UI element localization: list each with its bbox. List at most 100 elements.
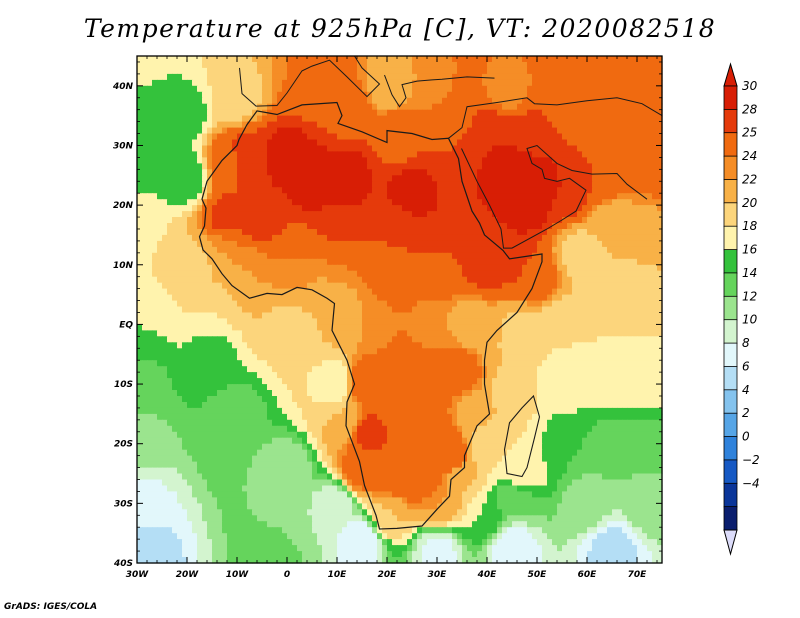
- field-cell: [632, 97, 638, 105]
- field-cell: [317, 306, 323, 314]
- field-cell: [342, 67, 348, 75]
- field-cell: [617, 121, 623, 129]
- field-cell: [287, 330, 293, 337]
- field-cell: [302, 67, 308, 75]
- field-cell: [577, 79, 583, 87]
- field-cell: [232, 139, 238, 147]
- field-cell: [612, 199, 618, 206]
- field-cell: [412, 109, 418, 117]
- field-cell: [657, 330, 663, 337]
- field-cell: [177, 56, 183, 63]
- field-cell: [167, 306, 173, 314]
- field-cell: [177, 62, 183, 69]
- field-cell: [222, 294, 228, 302]
- field-cell: [332, 151, 338, 158]
- field-cell: [562, 211, 568, 218]
- field-cell: [612, 157, 618, 164]
- field-cell: [137, 151, 143, 158]
- field-cell: [657, 109, 663, 117]
- field-cell: [507, 306, 513, 314]
- field-cell: [352, 288, 358, 296]
- field-cell: [612, 187, 618, 194]
- field-cell: [317, 139, 323, 147]
- field-cell: [462, 234, 468, 242]
- field-cell: [477, 324, 483, 331]
- field-cell: [157, 324, 163, 331]
- field-cell: [442, 109, 448, 117]
- field-cell: [382, 181, 388, 188]
- field-cell: [362, 300, 368, 308]
- field-cell: [402, 276, 408, 284]
- field-cell: [192, 163, 198, 170]
- field-cell: [187, 211, 193, 218]
- field-cell: [207, 163, 213, 170]
- field-cell: [232, 246, 238, 254]
- field-cell: [222, 330, 228, 337]
- field-cell: [652, 205, 658, 212]
- field-cell: [392, 211, 398, 218]
- field-cell: [152, 229, 158, 236]
- field-cell: [372, 175, 378, 182]
- field-cell: [232, 258, 238, 266]
- field-cell: [527, 67, 533, 75]
- field-cell: [597, 300, 603, 308]
- field-cell: [322, 240, 328, 248]
- field-cell: [262, 330, 268, 337]
- field-cell: [542, 157, 548, 164]
- field-cell: [562, 187, 568, 194]
- field-cell: [227, 97, 233, 105]
- field-cell: [367, 193, 373, 200]
- field-cell: [267, 252, 273, 260]
- field-cell: [247, 252, 253, 260]
- field-cell: [447, 276, 453, 284]
- field-cell: [577, 56, 583, 63]
- field-cell: [407, 211, 413, 218]
- field-cell: [392, 205, 398, 212]
- field-cell: [297, 97, 303, 105]
- field-cell: [502, 163, 508, 170]
- field-cell: [337, 300, 343, 308]
- field-cell: [382, 199, 388, 206]
- field-cell: [377, 91, 383, 99]
- field-cell: [602, 193, 608, 200]
- field-cell: [577, 175, 583, 182]
- field-cell: [507, 282, 513, 290]
- field-cell: [172, 139, 178, 147]
- field-cell: [197, 67, 203, 75]
- field-cell: [172, 282, 178, 290]
- field-cell: [377, 240, 383, 248]
- field-cell: [367, 240, 373, 248]
- field-cell: [242, 62, 248, 69]
- field-cell: [522, 91, 528, 99]
- field-cell: [432, 157, 438, 164]
- field-cell: [307, 109, 313, 117]
- field-cell: [232, 103, 238, 111]
- field-cell: [537, 145, 543, 153]
- field-cell: [582, 139, 588, 147]
- field-cell: [202, 234, 208, 242]
- field-cell: [657, 121, 663, 129]
- field-cell: [402, 163, 408, 170]
- field-cell: [572, 276, 578, 284]
- field-cell: [367, 103, 373, 111]
- field-cell: [332, 246, 338, 254]
- field-cell: [232, 85, 238, 93]
- field-cell: [612, 211, 618, 218]
- field-cell: [142, 312, 148, 320]
- field-cell: [382, 234, 388, 242]
- field-cell: [332, 199, 338, 206]
- field-cell: [362, 306, 368, 314]
- field-cell: [472, 324, 478, 331]
- field-cell: [332, 133, 338, 141]
- field-cell: [457, 175, 463, 182]
- field-cell: [202, 169, 208, 176]
- field-cell: [352, 151, 358, 158]
- field-cell: [647, 288, 653, 296]
- field-cell: [572, 270, 578, 278]
- field-cell: [487, 294, 493, 302]
- field-cell: [447, 300, 453, 308]
- field-cell: [602, 157, 608, 164]
- field-cell: [397, 121, 403, 129]
- field-cell: [162, 181, 168, 188]
- field-cell: [197, 175, 203, 182]
